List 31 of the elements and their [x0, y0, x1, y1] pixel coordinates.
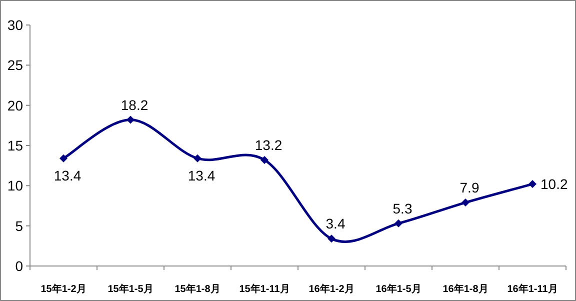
data-label: 18.2 [120, 96, 148, 113]
point [126, 116, 134, 124]
point [260, 156, 268, 164]
y-tick-label: 10 [7, 178, 24, 194]
data-label: 13.2 [254, 136, 282, 153]
y-tick-label: 5 [15, 218, 24, 234]
point [328, 234, 336, 243]
y-tick-label: 25 [7, 57, 24, 74]
data-label: 3.4 [326, 216, 346, 232]
x-tick-label: 16年1-11月 [507, 283, 558, 295]
data-label: 13.4 [54, 167, 82, 184]
data-label: 10.2 [540, 176, 568, 192]
y-tick-label: 15 [7, 138, 24, 154]
y-tick-label: 0 [15, 258, 24, 274]
point [394, 219, 402, 228]
x-tick-label: 15年1-11月 [239, 283, 290, 295]
point [462, 198, 470, 207]
data-label: 7.9 [460, 180, 480, 196]
data-label: 13.4 [188, 167, 216, 184]
data-label: 5.3 [392, 200, 412, 216]
x-tick-label: 15年1-2月 [40, 283, 86, 295]
x-tick-label: 15年1-5月 [108, 283, 154, 295]
y-tick-label: 20 [7, 97, 24, 114]
point [528, 180, 536, 188]
point [194, 154, 202, 162]
x-tick-label: 16年1-2月 [308, 283, 354, 295]
x-tick-label: 16年1-5月 [376, 283, 422, 295]
point [60, 154, 68, 162]
y-tick-label: 30 [7, 17, 24, 33]
x-tick-label: 15年1-8月 [174, 283, 220, 295]
x-tick-label: 16年1-8月 [442, 283, 488, 295]
